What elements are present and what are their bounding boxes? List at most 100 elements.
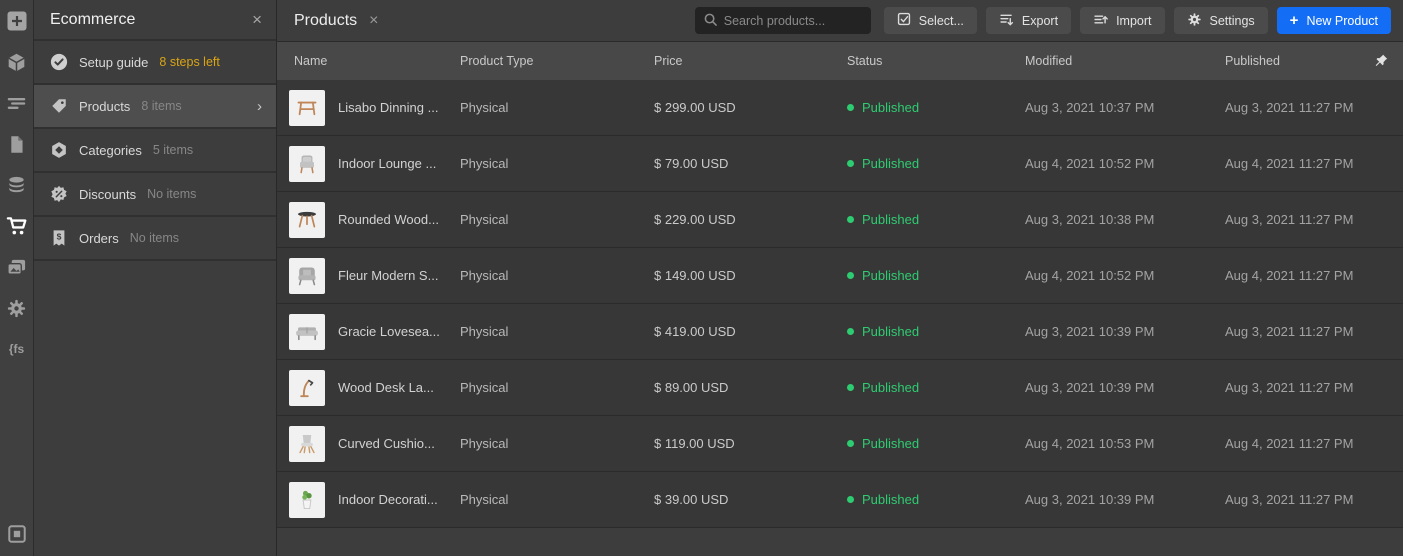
fs-extension-icon[interactable]: {fs <box>5 337 29 361</box>
product-thumbnail-lounge-chair <box>289 145 325 182</box>
status-label: Published <box>862 436 920 451</box>
column-header-price: Price <box>654 54 683 68</box>
select-button[interactable]: Select... <box>883 7 977 34</box>
table-row[interactable]: Lisabo Dinning ... Physical $ 299.00 USD… <box>277 80 1403 136</box>
product-status: Published <box>847 100 1025 115</box>
product-status: Published <box>847 492 1025 507</box>
column-header-product-type: Product Type <box>460 54 534 68</box>
product-name: Fleur Modern S... <box>338 268 439 283</box>
product-modified: Aug 3, 2021 10:37 PM <box>1025 100 1155 115</box>
status-label: Published <box>862 156 920 171</box>
table-row[interactable]: Indoor Lounge ... Physical $ 79.00 USD P… <box>277 136 1403 192</box>
panel-item-label: Categories <box>79 142 142 158</box>
status-dot <box>847 216 854 223</box>
fs-extension-label: {fs <box>8 342 25 356</box>
cms-database-icon[interactable] <box>5 173 29 197</box>
status-dot <box>847 328 854 335</box>
product-price: $ 419.00 USD <box>654 324 736 339</box>
ecommerce-cart-icon[interactable] <box>5 214 29 238</box>
assets-icon[interactable] <box>5 255 29 279</box>
column-header-modified: Modified <box>1025 54 1073 68</box>
panel-item-meta: No items <box>129 231 180 245</box>
product-price: $ 149.00 USD <box>654 268 736 283</box>
status-label: Published <box>862 100 920 115</box>
search-icon <box>704 13 717 29</box>
panel-item-discounts[interactable]: Discounts No items <box>34 173 276 217</box>
panel-item-meta: 8 steps left <box>159 55 220 69</box>
product-price: $ 39.00 USD <box>654 492 729 507</box>
panel-close-icon[interactable]: × <box>252 10 262 29</box>
tab-products[interactable]: Products <box>294 11 358 29</box>
product-modified: Aug 4, 2021 10:52 PM <box>1025 268 1155 283</box>
settings-button-label: Settings <box>1209 13 1255 28</box>
status-dot <box>847 104 854 111</box>
pin-icon[interactable] <box>1359 53 1403 69</box>
settings-gear-icon[interactable] <box>5 296 29 320</box>
table-row[interactable]: Fleur Modern S... Physical $ 149.00 USD … <box>277 248 1403 304</box>
product-name: Rounded Wood... <box>338 212 439 227</box>
panel-item-label: Orders <box>79 230 119 246</box>
table-row[interactable]: Curved Cushio... Physical $ 119.00 USD P… <box>277 416 1403 472</box>
product-name: Wood Desk La... <box>338 380 434 395</box>
panel-item-setup-guide[interactable]: Setup guide 8 steps left <box>34 41 276 85</box>
product-price: $ 229.00 USD <box>654 212 736 227</box>
status-label: Published <box>862 268 920 283</box>
product-type: Physical <box>460 380 509 395</box>
panel-item-products[interactable]: Products 8 items › <box>34 85 276 129</box>
status-label: Published <box>862 212 920 227</box>
table-row[interactable]: Indoor Decorati... Physical $ 39.00 USD … <box>277 472 1403 528</box>
product-published: Aug 3, 2021 11:27 PM <box>1225 100 1354 115</box>
status-dot <box>847 272 854 279</box>
product-thumbnail-round-table <box>289 201 325 238</box>
product-price: $ 299.00 USD <box>654 100 736 115</box>
ecommerce-panel: Ecommerce × Setup guide 8 steps left Pro… <box>34 0 277 556</box>
export-icon <box>999 12 1014 30</box>
column-header-status: Status <box>847 54 883 68</box>
app-window-icon[interactable] <box>5 522 29 546</box>
product-modified: Aug 3, 2021 10:39 PM <box>1025 492 1155 507</box>
product-status: Published <box>847 268 1025 283</box>
left-icon-bar: {fs <box>0 0 34 556</box>
product-price: $ 119.00 USD <box>654 436 735 451</box>
checkbox-check-icon <box>897 12 911 29</box>
add-panel-icon[interactable] <box>5 9 29 33</box>
panel-item-label: Discounts <box>79 186 137 202</box>
product-type: Physical <box>460 268 509 283</box>
product-type: Physical <box>460 100 509 115</box>
table-row[interactable]: Rounded Wood... Physical $ 229.00 USD Pu… <box>277 192 1403 248</box>
product-modified: Aug 3, 2021 10:39 PM <box>1025 380 1155 395</box>
product-price: $ 79.00 USD <box>654 156 729 171</box>
product-modified: Aug 4, 2021 10:52 PM <box>1025 156 1155 171</box>
panel-item-orders[interactable]: $ Orders No items <box>34 217 276 261</box>
pages-icon[interactable] <box>5 132 29 156</box>
product-thumbnail-desk-lamp <box>289 369 325 406</box>
tab-close-icon[interactable]: × <box>369 11 379 29</box>
status-label: Published <box>862 380 920 395</box>
settings-button[interactable]: Settings <box>1173 7 1268 34</box>
status-dot <box>847 384 854 391</box>
panel-item-meta: 5 items <box>152 143 194 157</box>
panel-item-categories[interactable]: Categories 5 items <box>34 129 276 173</box>
tag-icon <box>50 97 68 115</box>
product-thumbnail-cushion-chair <box>289 425 325 462</box>
product-search[interactable] <box>694 7 871 34</box>
components-cube-icon[interactable] <box>5 50 29 74</box>
table-row[interactable]: Wood Desk La... Physical $ 89.00 USD Pub… <box>277 360 1403 416</box>
product-modified: Aug 4, 2021 10:53 PM <box>1025 436 1155 451</box>
product-thumbnail-wingback-chair <box>289 257 325 294</box>
navigator-icon[interactable] <box>5 91 29 115</box>
new-product-button[interactable]: + New Product <box>1276 7 1391 34</box>
table-row[interactable]: Gracie Lovesea... Physical $ 419.00 USD … <box>277 304 1403 360</box>
product-type: Physical <box>460 492 509 507</box>
product-published: Aug 4, 2021 11:27 PM <box>1225 436 1354 451</box>
export-button[interactable]: Export <box>985 7 1072 34</box>
orders-receipt-icon: $ <box>50 229 68 247</box>
product-status: Published <box>847 212 1025 227</box>
panel-item-meta: 8 items <box>141 99 182 113</box>
export-button-label: Export <box>1021 13 1059 28</box>
import-button[interactable]: Import <box>1080 7 1165 34</box>
category-hexagon-icon <box>50 141 68 159</box>
search-input[interactable] <box>723 13 862 28</box>
status-label: Published <box>862 492 920 507</box>
product-type: Physical <box>460 324 509 339</box>
